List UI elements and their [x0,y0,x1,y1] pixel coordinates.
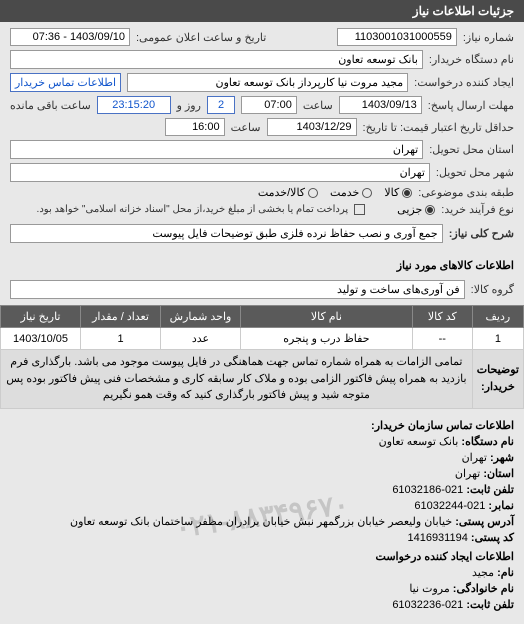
caddr-value: خیابان ولیعصر خیابان بزرگمهر نبش خیابان … [70,516,452,528]
radio-kala[interactable]: کالا [384,186,412,199]
radio-joz[interactable]: جزیی [397,203,435,216]
page-header: جزئیات اطلاعات نیاز [0,0,524,22]
remain-suffix-label: ساعت باقی مانده [10,99,91,112]
radio-kala-label: کالا [384,186,399,199]
radio-kalakhadamat-label: کالا/خدمت [258,186,305,199]
desc-cell: تمامی الزامات به همراه شماره تماس جهت هم… [1,350,473,409]
radio-joz-label: جزیی [397,203,422,216]
time-label-2: ساعت [231,121,261,134]
items-header: اطلاعات کالاهای مورد نیاز [0,253,524,278]
th-name: نام کالا [241,306,413,328]
cfax-label: نمابر: [488,500,514,512]
org-name-label: نام دستگاه خریدار: [429,53,514,66]
lname-value: مروت نیا [409,583,449,595]
group-field: فن آوری‌های ساخت و تولید [10,280,465,299]
cphone-value: 021-61032186 [392,484,463,496]
cfax-value: 021-61032244 [414,500,485,512]
city-field: تهران [10,163,430,182]
time-label-1: ساعت [303,99,333,112]
ccity-label: شهر: [490,452,514,464]
caddr-label: آدرس پستی: [455,516,514,528]
cprov-label: استان: [483,468,514,480]
org-name-field: بانک توسعه تعاون [10,50,423,69]
table-desc-row: توضیحات خریدار: تمامی الزامات به همراه ش… [1,350,524,409]
fname-value: مجید [472,567,494,579]
category-radio-group: کالا خدمت کالا/خدمت [258,186,412,199]
cprov-value: تهران [455,468,480,480]
creator-phone-value: 021-61032236 [392,599,463,611]
cell-date: 1403/10/05 [1,328,81,350]
cell-unit: عدد [161,328,241,350]
need-title-label: شرح کلی نیاز: [449,227,514,240]
fname-label: نام: [497,567,514,579]
public-date-field: 1403/09/10 - 07:36 [10,28,130,46]
remain-time-field: 23:15:20 [97,96,171,114]
creator-header: اطلاعات ایجاد کننده درخواست [376,551,514,563]
public-date-label: تاریخ و ساعت اعلان عمومی: [136,31,266,44]
creator-phone-label: تلفن ثابت: [466,599,514,611]
partial-payment-checkbox[interactable] [354,204,365,215]
deadline-time-field: 07:00 [241,96,297,114]
radio-khadamat[interactable]: خدمت [330,186,372,199]
province-label: استان محل تحویل: [429,143,514,156]
ccity-value: تهران [462,452,487,464]
radio-dot-icon [308,188,318,198]
th-row: ردیف [472,306,523,328]
validity-date-field: 1403/12/29 [267,118,357,136]
group-label: گروه کالا: [471,283,514,296]
need-title-field: جمع آوری و نصب حفاظ نرده فلزی طبق توضیحا… [10,224,443,243]
desc-label-cell: توضیحات خریدار: [472,350,523,409]
province-field: تهران [10,140,423,159]
th-unit: واحد شمارش [161,306,241,328]
contact-buyer-button[interactable]: اطلاعات تماس خریدار [10,73,121,92]
cell-qty: 1 [81,328,161,350]
contact-header: اطلاعات تماس سازمان خریدار: [10,419,514,432]
remain-days-field: 2 [207,96,235,114]
org-value: بانک توسعه تعاون [379,436,459,448]
cpostal-value: 1416931194 [407,532,467,544]
radio-dot-icon [425,205,435,215]
lname-label: نام خانوادگی: [453,583,514,595]
need-number-field: 1103001031000559 [337,28,457,46]
form-panel: شماره نیاز: 1103001031000559 تاریخ و ساع… [0,22,524,253]
requester-field: مجید مروت نیا کارپرداز بانک توسعه تعاون [127,73,408,92]
need-number-label: شماره نیاز: [463,31,514,44]
cell-name: حفاظ درب و پنجره [241,328,413,350]
requester-label: ایجاد کننده درخواست: [414,76,514,89]
cpostal-label: کد پستی: [471,532,514,544]
radio-dot-icon [402,188,412,198]
validity-time-field: 16:00 [165,118,225,136]
cell-code: -- [412,328,472,350]
radio-khadamat-label: خدمت [330,186,359,199]
process-label: نوع فرآیند خرید: [441,203,514,216]
th-code: کد کالا [412,306,472,328]
table-header-row: ردیف کد کالا نام کالا واحد شمارش تعداد /… [1,306,524,328]
table-row: 1 -- حفاظ درب و پنجره عدد 1 1403/10/05 [1,328,524,350]
deadline-label: مهلت ارسال پاسخ: [428,99,514,112]
partial-payment-label: پرداخت تمام یا بخشی از مبلغ خرید،از محل … [37,204,349,215]
deadline-date-field: 1403/09/13 [339,96,422,114]
remain-day-label: روز و [177,99,201,112]
items-table: ردیف کد کالا نام کالا واحد شمارش تعداد /… [0,305,524,409]
category-label: طبقه بندی موضوعی: [418,186,514,199]
th-qty: تعداد / مقدار [81,306,161,328]
contact-panel: ۰۲۱-۸۸۳۴۹۶۷۰ اطلاعات تماس سازمان خریدار:… [0,409,524,624]
city-label: شهر محل تحویل: [436,166,514,179]
radio-kalakhadamat[interactable]: کالا/خدمت [258,186,318,199]
radio-dot-icon [362,188,372,198]
org-label: نام دستگاه: [461,436,514,448]
cphone-label: تلفن ثابت: [466,484,514,496]
validity-label: حداقل تاریخ اعتبار قیمت: تا تاریخ: [363,121,514,134]
cell-idx: 1 [472,328,523,350]
th-date: تاریخ نیاز [1,306,81,328]
